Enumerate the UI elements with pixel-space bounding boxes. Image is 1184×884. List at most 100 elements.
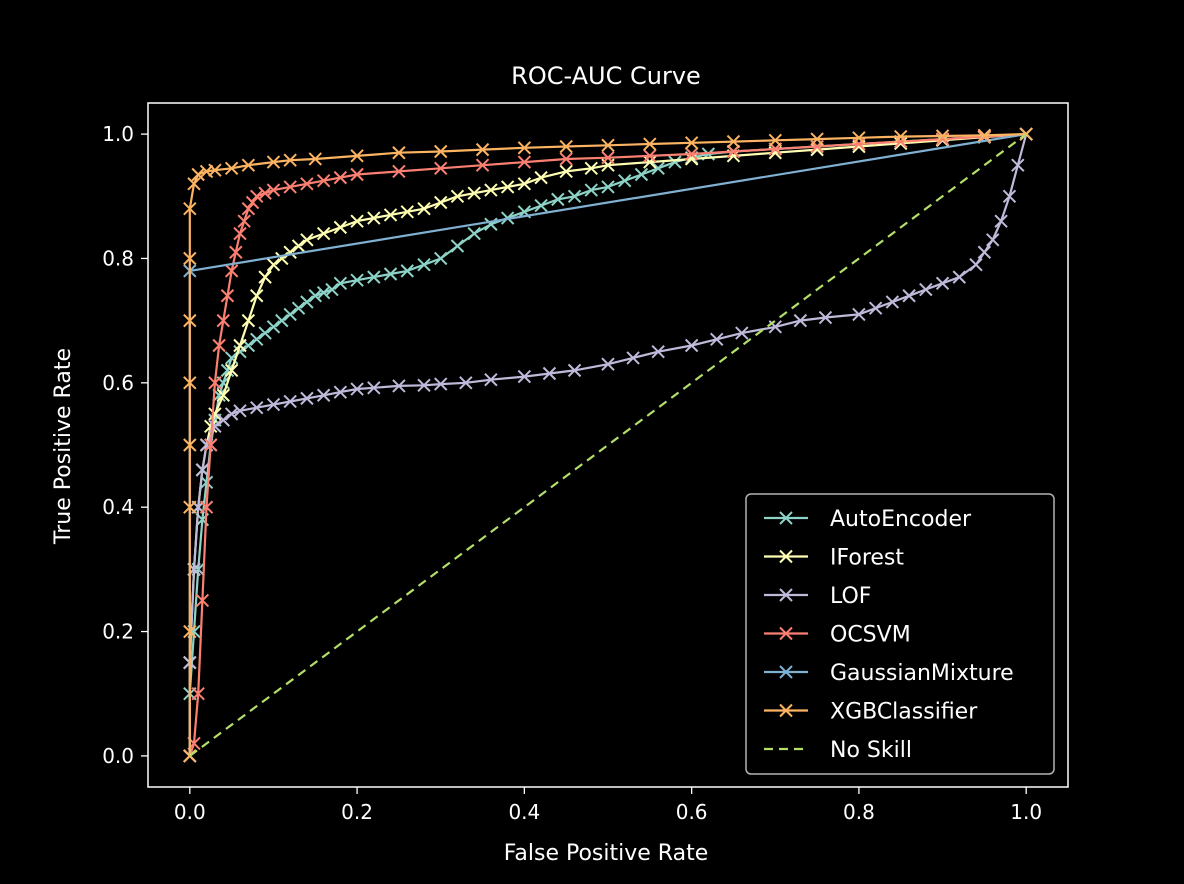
data-point-ocsvm: [726, 144, 741, 159]
legend-swatch-marker: [779, 665, 793, 679]
legend-item-gaussianmixture: GaussianMixture: [764, 661, 1014, 686]
data-point-xgbclassifier: [183, 438, 197, 452]
data-point-ocsvm: [245, 195, 260, 210]
data-point-ocsvm: [350, 167, 364, 182]
data-point-iforest: [300, 233, 314, 247]
legend-item-ocsvm: OCSVM: [764, 623, 911, 648]
data-point-autoencoder: [333, 276, 348, 291]
data-point-xgbclassifier: [684, 136, 699, 150]
data-point-xgbclassifier: [224, 161, 239, 175]
data-point-ocsvm: [233, 226, 247, 241]
legend-item-iforest: IForest: [764, 546, 904, 571]
data-point-ocsvm: [517, 155, 532, 169]
data-point-ocsvm: [475, 158, 490, 172]
data-point-lof: [977, 245, 992, 259]
data-point-iforest: [484, 183, 498, 197]
data-point-iforest: [643, 155, 657, 169]
data-point-ocsvm: [300, 177, 314, 191]
data-point-ocsvm: [191, 687, 205, 701]
legend-item-lof: LOF: [764, 584, 871, 609]
series-iforest: [183, 127, 1033, 763]
data-point-xgbclassifier: [350, 149, 364, 163]
legend-label: OCSVM: [830, 623, 911, 648]
data-point-xgbclassifier: [183, 376, 197, 390]
series-no-skill: [189, 133, 1027, 757]
series-line-no-skill: [189, 133, 1027, 757]
legend-item-xgbclassifier: XGBClassifier: [764, 700, 978, 725]
data-point-xgbclassifier: [643, 137, 657, 151]
y-tick-label: 1.0: [102, 122, 134, 146]
legend-label: IForest: [830, 546, 904, 571]
data-point-lof: [484, 373, 498, 387]
data-point-lof: [417, 378, 431, 393]
data-point-ocsvm: [601, 151, 615, 165]
data-point-xgbclassifier: [183, 500, 197, 514]
data-point-xgbclassifier: [183, 313, 197, 328]
data-point-iforest: [266, 257, 281, 272]
data-point-autoencoder: [634, 167, 649, 182]
data-point-iforest: [283, 245, 297, 259]
data-point-autoencoder: [668, 155, 682, 169]
chart-title: ROC-AUC Curve: [511, 62, 701, 90]
data-point-ocsvm: [852, 137, 866, 151]
data-point-lof: [986, 233, 1000, 247]
data-point-lof: [902, 289, 916, 303]
data-point-autoencoder: [434, 251, 448, 266]
data-point-iforest: [417, 202, 431, 216]
data-point-autoencoder: [450, 239, 465, 253]
data-point-xgbclassifier: [517, 141, 532, 155]
data-point-lof: [735, 326, 749, 340]
data-point-autoencoder: [224, 351, 239, 365]
data-point-xgbclassifier: [810, 132, 824, 146]
data-point-ocsvm: [229, 245, 243, 259]
y-tick-label: 0.0: [102, 744, 134, 768]
data-point-iforest: [467, 186, 481, 200]
data-point-ocsvm: [216, 313, 230, 328]
data-point-ocsvm: [212, 338, 226, 353]
data-point-lof: [300, 391, 314, 406]
legend-label: XGBClassifier: [830, 700, 978, 725]
series-line-xgbclassifier: [188, 133, 1027, 756]
data-point-autoencoder: [266, 320, 281, 334]
data-point-autoencoder: [300, 295, 314, 309]
series-line-ocsvm: [188, 133, 1027, 757]
data-point-autoencoder: [534, 198, 548, 213]
legend-label: LOF: [830, 584, 871, 609]
data-point-autoencoder: [250, 332, 264, 346]
legend-label: No Skill: [830, 738, 912, 763]
data-point-xgbclassifier: [308, 152, 322, 166]
data-point-xgbclassifier: [183, 202, 197, 216]
data-point-lof: [434, 377, 448, 391]
data-point-xgbclassifier: [852, 131, 866, 145]
data-point-iforest: [559, 164, 573, 179]
data-point-xgbclassifier: [283, 153, 297, 167]
y-axis-ticks: 0.0 0.2 0.4 0.6 0.8 1.0: [102, 122, 148, 768]
data-point-iforest: [258, 270, 272, 284]
data-point-lof: [350, 382, 364, 396]
data-point-lof: [651, 345, 665, 359]
data-point-xgbclassifier: [183, 624, 197, 639]
data-point-autoencoder: [551, 192, 565, 207]
legend-item-autoencoder: AutoEncoder: [764, 507, 972, 532]
data-point-ocsvm: [283, 180, 297, 194]
data-point-xgbclassifier: [434, 144, 448, 159]
series-layer: [183, 127, 1033, 763]
data-point-lof: [195, 463, 210, 477]
data-point-lof: [542, 366, 557, 381]
data-point-lof: [333, 385, 348, 399]
data-point-ocsvm: [434, 161, 448, 175]
data-point-ocsvm: [237, 214, 251, 228]
data-point-autoencoder: [350, 273, 364, 287]
data-point-xgbclassifier: [977, 128, 992, 143]
data-point-ocsvm: [195, 593, 210, 608]
data-point-lof: [793, 313, 808, 328]
legend-item-no-skill: No Skill: [764, 738, 912, 763]
data-point-iforest: [250, 289, 264, 303]
data-point-xgbclassifier: [208, 163, 222, 177]
legend-swatch-marker: [779, 626, 793, 641]
data-point-autoencoder: [584, 183, 598, 197]
data-point-iforest: [450, 189, 465, 203]
y-tick-label: 0.8: [102, 246, 134, 270]
data-point-autoencoder: [467, 226, 481, 241]
x-axis-title: False Positive Rate: [504, 841, 708, 866]
